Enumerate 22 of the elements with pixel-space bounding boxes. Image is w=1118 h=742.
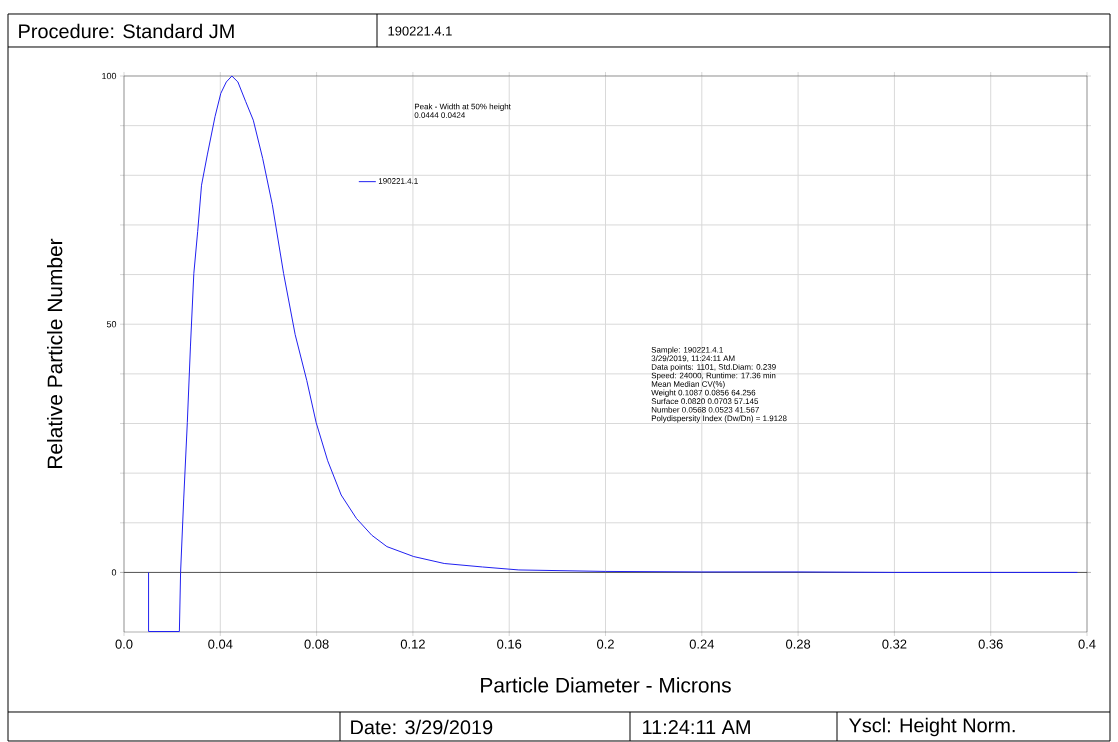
x-tick-label: 0.36 xyxy=(978,639,1003,649)
y-tick-label: 0 xyxy=(111,569,117,576)
x-tick-label: 0.08 xyxy=(304,639,329,649)
text: 11:24:11 AM xyxy=(643,720,750,734)
chart-title: Procedure: Standard JM xyxy=(19,23,234,39)
line-series xyxy=(148,75,1078,633)
text: Date: 3/29/2019 xyxy=(351,719,493,735)
chart-subtitle: 190221.4.1 xyxy=(388,26,452,36)
x-tick-label: 0.28 xyxy=(786,639,811,649)
x-tick-label: 0.04 xyxy=(208,639,233,649)
text: Yscl: Height Norm. xyxy=(848,717,1015,737)
x-tick-label: 0.12 xyxy=(400,639,425,649)
x-tick-label: 0.24 xyxy=(689,639,715,649)
x-tick-label: 0.0 xyxy=(115,639,133,649)
x-tick-label: 0.16 xyxy=(497,639,522,649)
x-tick-label: 0.4 xyxy=(1078,639,1096,649)
y-tick-label: 50 xyxy=(106,321,117,328)
x-tick-label: 0.32 xyxy=(882,639,907,649)
x-tick-label: 0.2 xyxy=(597,639,614,649)
y-axis-title: Relative Particle Number xyxy=(46,238,63,468)
x-axis-title: Particle Diameter - Microns xyxy=(481,677,731,693)
y-tick-label: 100 xyxy=(102,72,117,80)
